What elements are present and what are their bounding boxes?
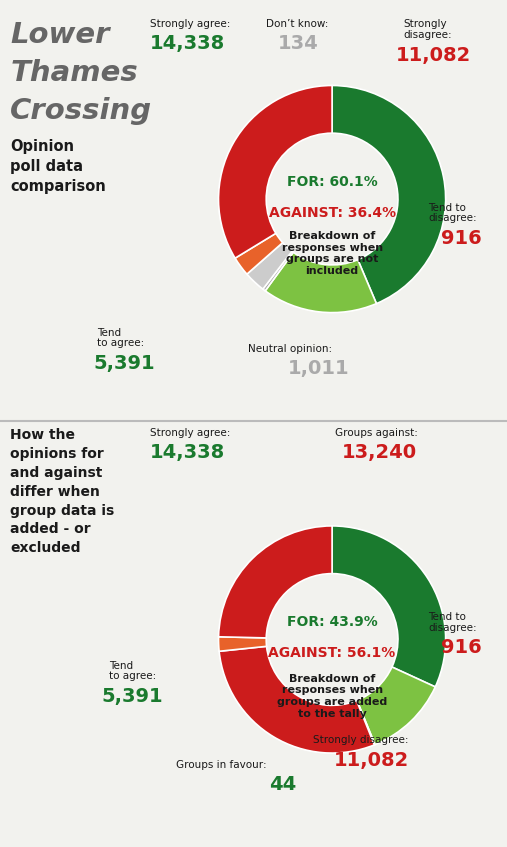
- Text: 14,338: 14,338: [150, 443, 225, 462]
- Text: Tend: Tend: [109, 661, 133, 671]
- Wedge shape: [263, 252, 294, 291]
- Wedge shape: [219, 646, 374, 753]
- Text: Strongly disagree:: Strongly disagree:: [313, 735, 409, 745]
- Text: Crossing: Crossing: [10, 97, 152, 125]
- Text: 13,240: 13,240: [342, 443, 417, 462]
- Text: Breakdown of
responses when
groups are added
to the tally: Breakdown of responses when groups are a…: [277, 674, 387, 718]
- Text: Tend to: Tend to: [428, 612, 466, 622]
- Text: How the
opinions for
and against
differ when
group data is
added - or
excluded: How the opinions for and against differ …: [10, 428, 115, 556]
- Text: disagree:: disagree:: [428, 213, 477, 224]
- Wedge shape: [219, 637, 267, 651]
- Text: Tend: Tend: [97, 328, 122, 338]
- Text: FOR: 60.1%: FOR: 60.1%: [287, 175, 377, 189]
- Text: Strongly agree:: Strongly agree:: [150, 428, 230, 438]
- Text: disagree:: disagree:: [428, 623, 477, 633]
- Text: Don’t know:: Don’t know:: [266, 19, 329, 29]
- Text: Groups in favour:: Groups in favour:: [176, 760, 267, 770]
- Text: Groups against:: Groups against:: [335, 428, 417, 438]
- Text: 44: 44: [269, 775, 296, 794]
- Text: Opinion
poll data
comparison: Opinion poll data comparison: [10, 139, 106, 193]
- Text: disagree:: disagree:: [403, 30, 452, 40]
- Text: to agree:: to agree:: [97, 338, 144, 348]
- Text: 11,082: 11,082: [395, 46, 470, 64]
- Wedge shape: [235, 233, 283, 274]
- Text: AGAINST: 56.1%: AGAINST: 56.1%: [269, 646, 395, 660]
- Wedge shape: [247, 242, 292, 289]
- Text: Neutral opinion:: Neutral opinion:: [248, 344, 333, 354]
- Text: Tend to: Tend to: [428, 203, 466, 213]
- Text: to agree:: to agree:: [109, 671, 156, 681]
- Text: FOR: 43.9%: FOR: 43.9%: [287, 616, 377, 629]
- Text: 14,338: 14,338: [150, 34, 225, 53]
- Text: 5,391: 5,391: [101, 687, 163, 706]
- Wedge shape: [219, 526, 332, 638]
- Text: 5,391: 5,391: [94, 354, 156, 373]
- Wedge shape: [332, 86, 446, 303]
- Wedge shape: [265, 252, 376, 313]
- Text: Strongly agree:: Strongly agree:: [150, 19, 230, 29]
- Text: 916: 916: [441, 229, 482, 247]
- Text: 916: 916: [441, 638, 482, 656]
- Wedge shape: [357, 667, 436, 745]
- Text: AGAINST: 36.4%: AGAINST: 36.4%: [269, 206, 395, 219]
- Text: 134: 134: [278, 34, 318, 53]
- Text: Strongly: Strongly: [403, 19, 447, 29]
- Text: 11,082: 11,082: [334, 751, 409, 770]
- Text: Lower: Lower: [10, 21, 110, 49]
- Wedge shape: [332, 526, 446, 687]
- Text: Breakdown of
responses when
groups are not
included: Breakdown of responses when groups are n…: [281, 231, 383, 276]
- Text: Thames: Thames: [10, 59, 138, 87]
- Text: 1,011: 1,011: [288, 359, 350, 378]
- Wedge shape: [356, 700, 375, 745]
- Wedge shape: [219, 86, 332, 258]
